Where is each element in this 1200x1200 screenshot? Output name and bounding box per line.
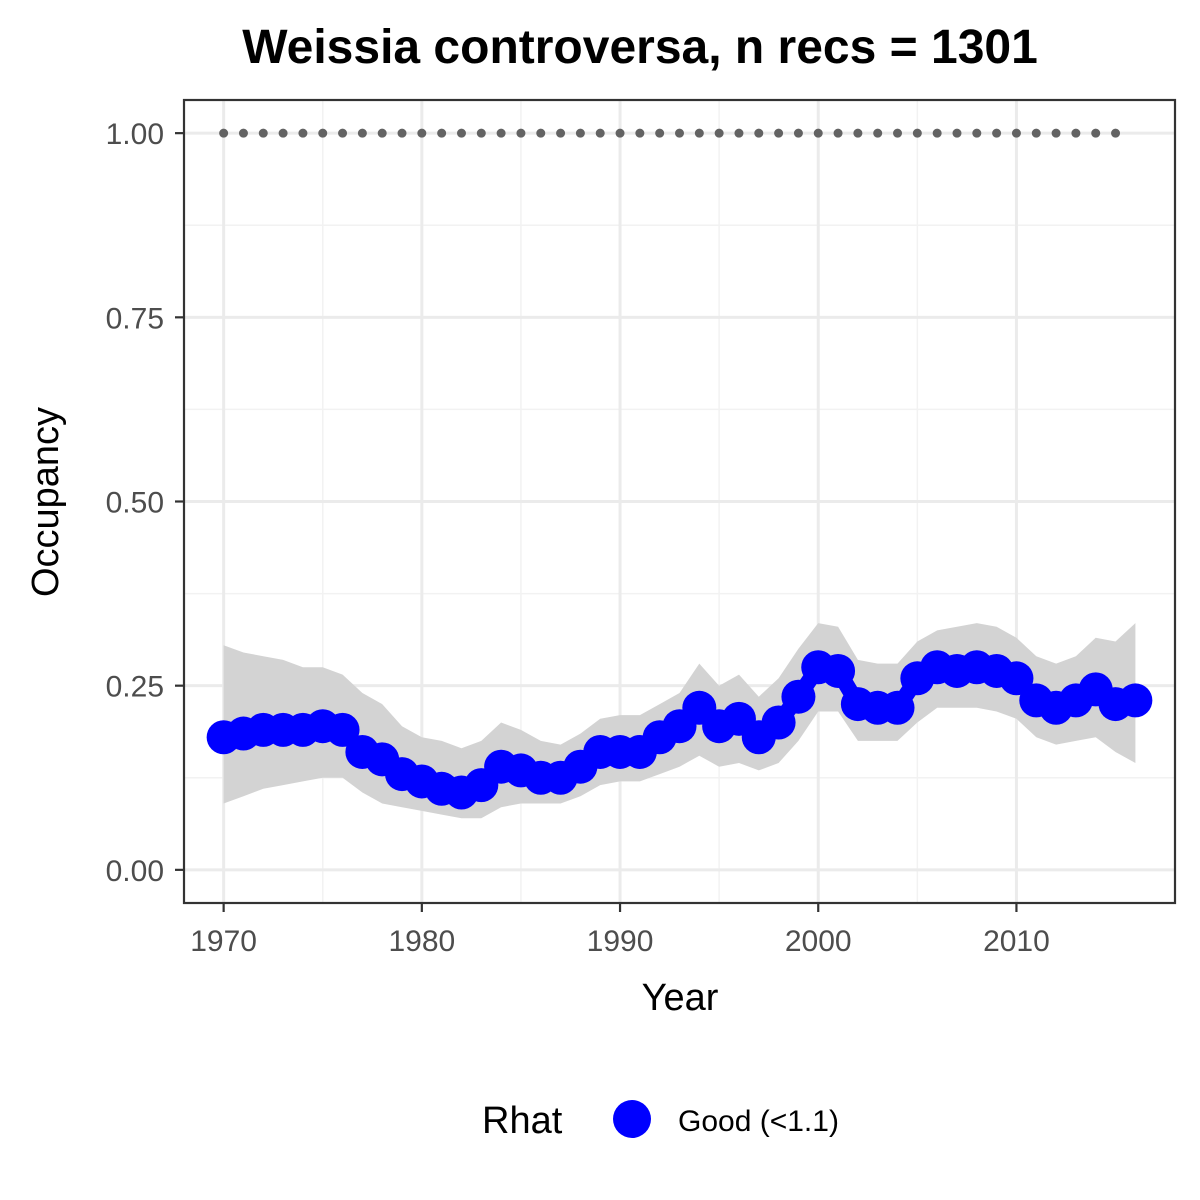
x-tick-label: 1970 (190, 925, 257, 958)
reference-point (615, 128, 625, 138)
reference-point (516, 128, 526, 138)
reference-point (972, 128, 982, 138)
data-point (999, 661, 1034, 696)
reference-point (595, 128, 605, 138)
y-tick-label: 1.00 (106, 118, 164, 151)
x-tick-label: 2010 (983, 925, 1050, 958)
reference-point (1071, 128, 1081, 138)
reference-point (536, 128, 546, 138)
axes: 1970 1980 1990 2000 2010 0.00 0.25 0.50 0.75 1.00 (106, 118, 1050, 958)
reference-point (377, 128, 387, 138)
reference-point (734, 128, 744, 138)
reference-point (496, 128, 506, 138)
reference-point (655, 128, 665, 138)
reference-point (992, 128, 1002, 138)
reference-point (278, 128, 288, 138)
reference-point (397, 128, 407, 138)
reference-point (219, 128, 229, 138)
reference-point (833, 128, 843, 138)
reference-point (793, 128, 803, 138)
y-tick-label: 0.00 (106, 855, 164, 888)
data-point (761, 705, 796, 740)
reference-point (1051, 128, 1061, 138)
plot-panel (182, 98, 1177, 905)
x-tick-label: 1980 (388, 925, 455, 958)
reference-point (893, 128, 903, 138)
data-point (781, 679, 816, 714)
reference-point (1111, 128, 1121, 138)
reference-point (456, 128, 466, 138)
reference-point (1031, 128, 1041, 138)
reference-point (556, 128, 566, 138)
reference-point (1011, 128, 1021, 138)
reference-point (873, 128, 883, 138)
reference-point (338, 128, 348, 138)
x-tick-label: 2000 (785, 925, 852, 958)
reference-point (298, 128, 308, 138)
reference-point (1091, 128, 1101, 138)
y-tick-label: 0.75 (106, 302, 164, 335)
reference-point (417, 128, 427, 138)
reference-point (952, 128, 962, 138)
data-point (880, 690, 915, 725)
x-axis-title: Year (642, 977, 719, 1019)
legend-title: Rhat (482, 1100, 563, 1142)
reference-point (694, 128, 704, 138)
legend-label: Good (<1.1) (678, 1105, 839, 1138)
data-point (1118, 683, 1153, 718)
y-tick-label: 0.25 (106, 671, 164, 704)
reference-point (932, 128, 942, 138)
reference-point (912, 128, 922, 138)
reference-point (714, 128, 724, 138)
y-tick-label: 0.50 (106, 487, 164, 520)
reference-point (318, 128, 328, 138)
reference-point (635, 128, 645, 138)
reference-point (575, 128, 585, 138)
reference-point (357, 128, 367, 138)
reference-point (476, 128, 486, 138)
chart-title: Weissia controversa, n recs = 1301 (242, 21, 1038, 74)
reference-point (774, 128, 784, 138)
reference-point (754, 128, 764, 138)
data-point (325, 712, 360, 747)
reference-point (437, 128, 447, 138)
reference-point (813, 128, 823, 138)
reference-point (853, 128, 863, 138)
reference-point (258, 128, 268, 138)
legend-key-marker (613, 1100, 651, 1138)
y-axis-title: Occupancy (25, 407, 67, 597)
x-tick-label: 1990 (587, 925, 654, 958)
reference-point (675, 128, 684, 138)
data-point (821, 653, 856, 688)
reference-point (238, 128, 248, 138)
legend: Rhat Good (<1.1) (482, 1100, 839, 1142)
